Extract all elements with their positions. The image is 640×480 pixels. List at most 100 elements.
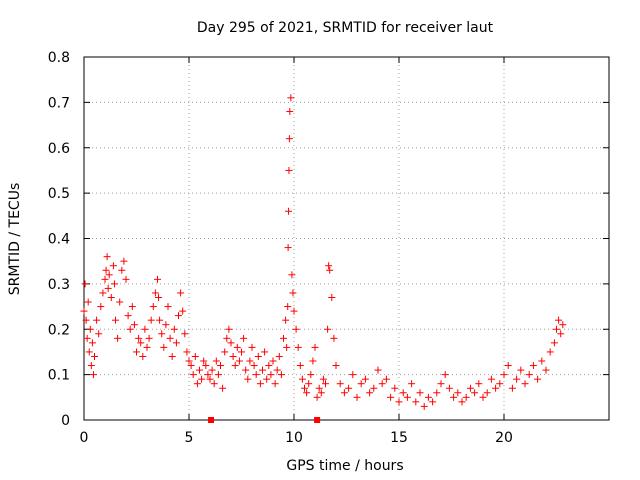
- data-point: [137, 339, 145, 347]
- data-point: [317, 389, 325, 397]
- data-point: [416, 389, 424, 397]
- data-point: [107, 293, 115, 301]
- data-point: [235, 357, 243, 365]
- data-point: [103, 253, 111, 261]
- data-point: [130, 321, 138, 329]
- data-point: [170, 325, 178, 333]
- data-point: [275, 352, 283, 360]
- data-point: [553, 325, 560, 333]
- data-point: [200, 357, 208, 365]
- data-point: [229, 352, 237, 360]
- data-point: [149, 303, 157, 311]
- data-point: [191, 352, 199, 360]
- data-point: [290, 307, 298, 315]
- data-point: [240, 334, 248, 342]
- x-tick-label: 0: [80, 430, 89, 446]
- data-point: [198, 375, 206, 383]
- data-point: [273, 366, 281, 374]
- data-point: [303, 389, 311, 397]
- data-point: [361, 375, 369, 383]
- data-point: [437, 380, 445, 388]
- data-point: [185, 357, 193, 365]
- data-point: [83, 334, 91, 342]
- data-point: [294, 343, 302, 351]
- data-point: [261, 348, 269, 356]
- data-point: [340, 389, 348, 397]
- axis-marker: [314, 417, 321, 423]
- data-point: [292, 325, 300, 333]
- data-point: [370, 384, 378, 392]
- data-point: [534, 375, 542, 383]
- data-point: [529, 362, 537, 370]
- data-point: [559, 321, 567, 329]
- data-point: [429, 398, 437, 406]
- data-point: [445, 384, 453, 392]
- data-point: [95, 330, 103, 338]
- y-axis-label: SRMTID / TECUs: [7, 183, 23, 296]
- data-point: [118, 266, 126, 274]
- data-point: [296, 362, 304, 370]
- data-point: [223, 334, 231, 342]
- x-tick-label: 10: [285, 430, 303, 446]
- data-point: [80, 307, 88, 315]
- data-point: [309, 357, 317, 365]
- grid-layer: [84, 57, 609, 420]
- ticks-layer: 0 5 10 15 20 0 0.1 0.2 0.3 0.4 0.5 0.6 0.7 0.8: [48, 50, 609, 446]
- x-tick-label: 15: [390, 430, 408, 446]
- data-point: [250, 362, 258, 370]
- data-point: [330, 334, 338, 342]
- data-point: [147, 316, 155, 324]
- data-point: [225, 325, 233, 333]
- data-point: [555, 316, 563, 324]
- data-point: [160, 343, 168, 351]
- data-point: [277, 371, 285, 379]
- data-point: [471, 389, 479, 397]
- data-point: [102, 266, 110, 274]
- data-point: [441, 371, 449, 379]
- data-point: [265, 362, 273, 370]
- data-point: [202, 362, 210, 370]
- data-point: [263, 375, 271, 383]
- data-point: [206, 375, 214, 383]
- data-point: [283, 343, 291, 351]
- data-point: [298, 375, 306, 383]
- data-point: [155, 293, 163, 301]
- data-point: [208, 366, 216, 374]
- data-point: [269, 357, 277, 365]
- data-point: [84, 298, 92, 306]
- data-point: [332, 362, 340, 370]
- data-point: [214, 371, 222, 379]
- data-point: [88, 339, 96, 347]
- data-point: [311, 343, 319, 351]
- data-point: [508, 384, 516, 392]
- data-point: [424, 393, 432, 401]
- axis-marker: [208, 417, 215, 423]
- data-point: [450, 393, 458, 401]
- data-point: [399, 389, 407, 397]
- data-point: [112, 316, 119, 324]
- data-point: [196, 366, 203, 374]
- data-point: [374, 366, 382, 374]
- data-point: [91, 352, 98, 360]
- data-point: [104, 284, 112, 292]
- data-point: [233, 343, 241, 351]
- data-point: [391, 384, 399, 392]
- data-point: [479, 393, 487, 401]
- data-point: [246, 357, 254, 365]
- x-tick-label: 5: [185, 430, 194, 446]
- data-point: [158, 330, 166, 338]
- data-point: [99, 289, 107, 297]
- data-point: [120, 257, 128, 265]
- data-point: [483, 389, 491, 397]
- y-tick-label: 0: [61, 413, 70, 429]
- data-point: [267, 371, 275, 379]
- data-point: [284, 303, 292, 311]
- data-point: [189, 371, 197, 379]
- data-point: [97, 303, 105, 311]
- data-point: [315, 384, 323, 392]
- data-point: [287, 94, 295, 102]
- data-point: [412, 398, 420, 406]
- data-point: [387, 393, 395, 401]
- data-point: [141, 325, 149, 333]
